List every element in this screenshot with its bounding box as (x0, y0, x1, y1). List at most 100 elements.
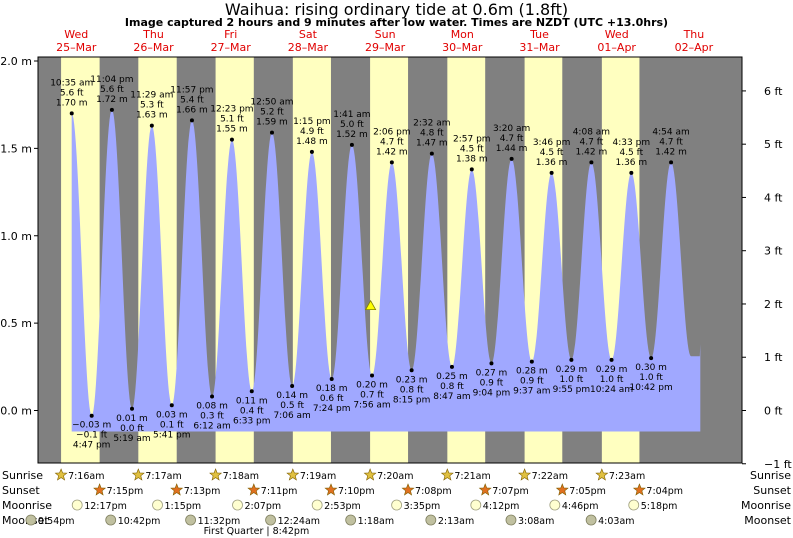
high-tide-point (109, 107, 114, 112)
right-axis-tick-label: 6 ft (764, 85, 783, 98)
row-label-left: Sunset (2, 484, 40, 497)
moonrise-time: 5:18pm (641, 501, 678, 512)
moonset-icon (105, 514, 117, 526)
sunrise-time: 7:16am (68, 471, 104, 482)
row-label-left: Moonrise (2, 499, 52, 512)
sunrise-time: 7:17am (145, 471, 181, 482)
right-axis-tick-label: 4 ft (764, 191, 783, 204)
moonset-icon (185, 514, 196, 526)
high-tide-point (429, 151, 434, 156)
high-tide-feet: 5.2 ft (260, 108, 284, 118)
high-tide-time: 11:04 pm (90, 75, 133, 85)
high-tide-feet: 5.1 ft (220, 115, 244, 125)
plot-frame (37, 56, 743, 464)
left-axis-tick-label: 0.5 m (0, 317, 32, 330)
chart-subtitle: Image captured 2 hours and 9 minutes aft… (124, 16, 669, 29)
high-tide-time: 11:57 pm (170, 85, 213, 95)
moonrise-time: 3:35pm (404, 501, 441, 512)
date-label: 01–Apr (597, 41, 636, 54)
low-tide-feet: 1.0 ft (600, 375, 624, 385)
low-tide-feet: 0.9 ft (520, 377, 544, 387)
high-tide-point (389, 160, 394, 165)
sunrise-icon (440, 468, 454, 481)
tide-area (71, 109, 701, 432)
high-tide-feet: 5.6 ft (100, 85, 124, 95)
sunrise-icon (131, 468, 145, 481)
low-tide-time: 9:55 pm (553, 385, 591, 395)
date-label: 26–Mar (133, 41, 174, 54)
day-name-label: Sat (299, 28, 318, 41)
low-tide-feet: 0.7 ft (360, 391, 384, 401)
moonset-time: 10:42pm (118, 516, 161, 527)
moonrise-time: 2:53pm (324, 501, 361, 512)
sunrise-time: 7:23am (609, 471, 645, 482)
row-label-right: Moonrise (741, 499, 791, 512)
moon-phase-label: First Quarter | 8:42pm (204, 526, 310, 537)
low-tide-feet: 0.3 ft (200, 412, 224, 422)
low-tide-time: 4:47 pm (73, 441, 111, 451)
date-label: 30–Mar (442, 41, 483, 54)
moonset-icon (25, 514, 37, 526)
moonset-icon (265, 514, 276, 526)
sunrise-time: 7:20am (377, 471, 413, 482)
day-name-label: Sun (375, 28, 396, 41)
low-tide-time: 10:42 pm (629, 383, 672, 393)
low-tide-point (290, 384, 295, 389)
moonrise-time: 4:46pm (562, 501, 599, 512)
high-tide-feet: 4.7 ft (580, 137, 604, 147)
left-axis-tick-label: 0.0 m (0, 405, 32, 418)
sunset-icon (324, 483, 338, 496)
row-label-left: Sunrise (2, 469, 43, 482)
high-tide-point (309, 149, 314, 154)
moonrise-time: 4:12pm (483, 501, 520, 512)
sunset-icon (93, 483, 107, 496)
moonset-icon (425, 514, 437, 526)
day-name-label: Wed (605, 28, 629, 41)
current-level-marker (364, 299, 377, 311)
high-tide-time: 12:50 am (250, 98, 293, 108)
moonset-time: 11:32pm (198, 516, 241, 527)
low-tide-feet: 0.8 ft (440, 382, 464, 392)
day-name-label: Tue (529, 28, 549, 41)
low-tide-feet: 0.6 ft (320, 394, 344, 404)
high-tide-metres: 1.52 m (336, 130, 368, 140)
moonrise-icon (628, 499, 640, 511)
left-axis-tick-label: 1.0 m (0, 230, 32, 243)
high-tide-metres: 1.36 m (536, 158, 568, 168)
high-tide-time: 4:33 pm (613, 138, 651, 148)
low-tide-feet: 0.8 ft (400, 385, 424, 395)
low-tide-point (649, 356, 654, 361)
high-tide-feet: 4.9 ft (300, 127, 324, 137)
low-tide-point (409, 368, 414, 373)
moonset-time: 2:13am (438, 516, 474, 527)
low-tide-metres: 0.25 m (436, 372, 468, 382)
low-tide-metres: −0.03 m (72, 421, 111, 431)
sunrise-icon (286, 468, 300, 481)
sunset-time: 7:05pm (569, 486, 606, 497)
sunset-time: 7:15pm (107, 486, 144, 497)
low-tide-feet: 0.9 ft (480, 378, 504, 388)
low-tide-metres: 0.03 m (156, 410, 188, 420)
right-axis-tick-label: 3 ft (764, 245, 783, 258)
high-tide-time: 2:06 pm (373, 127, 411, 137)
high-tide-metres: 1.66 m (176, 105, 208, 115)
moonrise-icon (232, 499, 243, 511)
moonset-icon (585, 514, 597, 526)
high-tide-time: 11:29 am (130, 91, 173, 101)
high-tide-feet: 4.8 ft (420, 129, 444, 139)
moonrise-icon (311, 499, 323, 511)
high-tide-metres: 1.42 m (376, 147, 408, 157)
day-name-label: Mon (451, 28, 474, 41)
row-label-right: Sunrise (750, 469, 791, 482)
low-tide-feet: 0.1 ft (160, 420, 184, 430)
high-tide-time: 2:57 pm (453, 134, 491, 144)
high-tide-feet: 5.6 ft (60, 88, 84, 98)
low-tide-time: 5:19 am (113, 434, 150, 444)
date-label: 31–Mar (519, 41, 560, 54)
sunset-icon (478, 483, 492, 496)
low-tide-feet: −0.1 ft (76, 431, 108, 441)
low-tide-point (449, 364, 454, 369)
low-tide-point (130, 406, 135, 411)
right-axis-tick-label: −1 ft (764, 458, 792, 471)
date-label: 28–Mar (288, 41, 329, 54)
